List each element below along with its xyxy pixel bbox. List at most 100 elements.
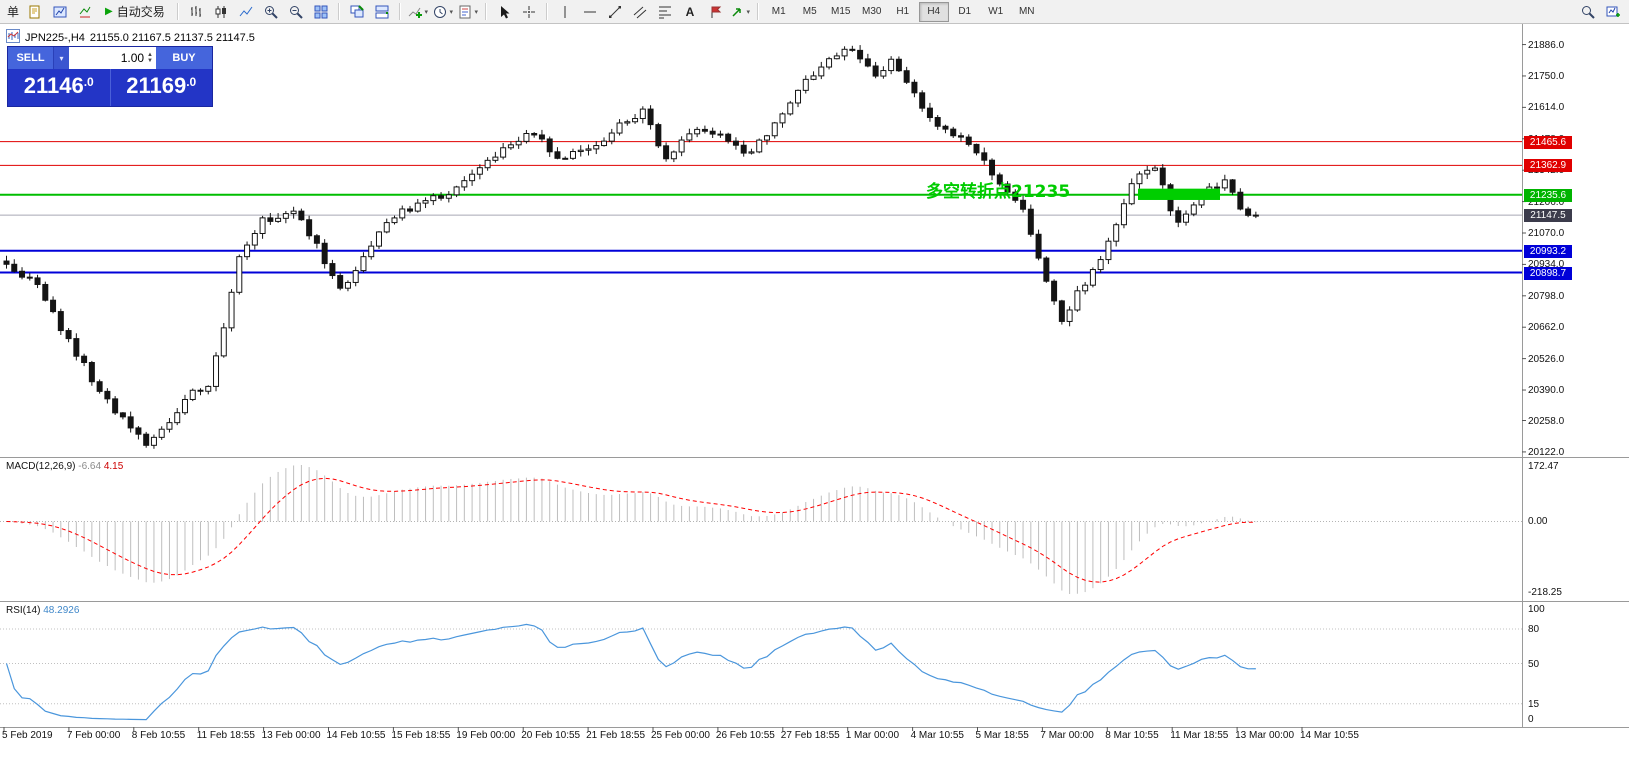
add-indicator-icon[interactable]: ▾: [406, 2, 430, 22]
timeframe-m1[interactable]: M1: [771, 6, 786, 17]
price-tick: 21750.0: [1528, 70, 1565, 82]
market-watch-icon[interactable]: [73, 2, 97, 22]
macd-main-value: -6.64: [78, 461, 102, 472]
price-tick: 21206.0: [1528, 196, 1565, 208]
time-label: 8 Mar 10:55: [1105, 730, 1159, 741]
sell-price-decimal: .0: [83, 75, 94, 89]
price-badge-20993.2: 20993.2: [1524, 244, 1572, 258]
time-label: 20 Feb 10:55: [521, 730, 581, 741]
rsi-axis-label: 15: [1528, 698, 1540, 710]
sell-label: SELL: [16, 52, 45, 64]
rsi-axis-label: 0: [1528, 714, 1534, 725]
arrows-icon[interactable]: ▾: [728, 2, 752, 22]
autotrading-play-icon: ▶: [105, 6, 113, 17]
toolbar-separator: [484, 3, 487, 20]
price-tick: 21614.0: [1528, 102, 1565, 114]
price-axis[interactable]: 21886.021750.021614.021478.021342.021206…: [1522, 0, 1629, 771]
template-icon[interactable]: ▾: [456, 2, 480, 22]
time-label: 14 Mar 10:55: [1300, 730, 1359, 741]
timeframe-w1[interactable]: W1: [988, 6, 1004, 17]
time-label: 19 Feb 00:00: [456, 730, 516, 741]
timeframe-h4[interactable]: H4: [918, 1, 949, 22]
autotrading-button[interactable]: ▶ 自动交易: [98, 2, 172, 22]
volume-value: 1.00: [120, 51, 145, 65]
timeframe-mn[interactable]: MN: [1018, 6, 1035, 17]
candlestick-chart-icon[interactable]: [209, 2, 233, 22]
sell-price-button[interactable]: 21146 .0: [8, 69, 110, 106]
toolbar-separator: [756, 3, 759, 20]
time-axis[interactable]: 5 Feb 2019 7 Feb 00:00 8 Feb 10:55 11 Feb 1…: [0, 727, 1522, 749]
timeframe-m30[interactable]: M30: [862, 6, 882, 17]
buy-button[interactable]: BUY: [156, 47, 212, 69]
rsi-line: [5, 623, 1256, 721]
new-chart-icon[interactable]: [1601, 2, 1625, 22]
time-label: 5 Mar 18:55: [975, 730, 1029, 741]
sell-dropdown-caret[interactable]: ▾: [53, 47, 69, 69]
toolbar: 单 ▶ 自动交易 ▾ ▾ ▾ A ▾ M1 M5 M15 M30 H1 H4 D1 W1 MN: [0, 0, 1629, 24]
equidistant-channel-icon[interactable]: [628, 2, 652, 22]
time-label: 15 Feb 18:55: [391, 730, 451, 741]
sell-button[interactable]: SELL: [8, 47, 53, 69]
zoom-out-icon[interactable]: [284, 2, 308, 22]
fibonacci-icon[interactable]: [653, 2, 677, 22]
toolbar-group-arrange: [345, 2, 394, 22]
volume-input[interactable]: 1.00 ▲ ▼: [69, 47, 156, 69]
buy-price-button[interactable]: 21169 .0: [109, 69, 212, 106]
charts-icon[interactable]: [48, 2, 72, 22]
cursor-icon[interactable]: [492, 2, 516, 22]
time-label: 14 Feb 10:55: [326, 730, 386, 741]
trendline-icon[interactable]: [603, 2, 627, 22]
buy-label: BUY: [172, 52, 196, 64]
label-icon[interactable]: [703, 2, 727, 22]
macd-label: MACD(12,26,9) -6.64 4.15: [6, 461, 123, 472]
time-label: 13 Feb 00:00: [261, 730, 321, 741]
buy-price: 21169: [126, 73, 187, 98]
horizontal-line-icon[interactable]: [578, 2, 602, 22]
level-lines: [0, 141, 1522, 274]
new-order-button-truncated[interactable]: 单: [7, 5, 20, 19]
timeframe-m15[interactable]: M15: [831, 6, 851, 17]
price-tick: 20390.0: [1528, 385, 1565, 397]
rsi-axis-label: 100: [1528, 604, 1545, 615]
price-badge-21147.5: 21147.5: [1524, 209, 1572, 223]
time-label: 8 Feb 10:55: [131, 730, 186, 741]
price-badge-21235.6: 21235.6: [1524, 188, 1572, 202]
rsi-label: RSI(14) 48.2926: [6, 605, 79, 616]
tile-windows-icon[interactable]: [309, 2, 333, 22]
text-icon[interactable]: A: [678, 2, 702, 22]
toolbar-group-pointer: [492, 2, 541, 22]
bar-chart-icon[interactable]: [184, 2, 208, 22]
price-badge-21362.9: 21362.9: [1524, 159, 1572, 173]
price-tick: 20798.0: [1528, 290, 1565, 302]
timeframe-h1[interactable]: H1: [896, 6, 910, 17]
time-label: 7 Mar 00:00: [1040, 730, 1094, 741]
price-tick: 20934.0: [1528, 259, 1565, 271]
ohlc-values: 21155.0 21167.5 21137.5 21147.5: [89, 31, 255, 44]
time-label: 11 Feb 18:55: [196, 730, 255, 741]
zoom-in-icon[interactable]: [259, 2, 283, 22]
price-tick: 21886.0: [1528, 39, 1565, 51]
cascade-windows-icon[interactable]: [345, 2, 369, 22]
new-order-icon[interactable]: [23, 2, 47, 22]
macd-axis-zero: 0.00: [1528, 515, 1548, 527]
time-label: 1 Mar 00:00: [845, 730, 900, 741]
toolbar-group-chart-type: [184, 2, 258, 22]
crosshair-icon[interactable]: [517, 2, 541, 22]
price-tick: 20526.0: [1528, 353, 1565, 365]
timeframe-m5[interactable]: M5: [802, 6, 817, 17]
period-clock-icon[interactable]: ▾: [431, 2, 455, 22]
timeframe-d1[interactable]: D1: [958, 6, 972, 17]
pivot-annotation-text[interactable]: 多空转折点21235: [926, 181, 1070, 202]
svg-text:A: A: [685, 5, 694, 19]
volume-spinner[interactable]: ▲ ▼: [147, 52, 153, 64]
toolbar-group-zoom: [259, 2, 333, 22]
search-icon[interactable]: [1576, 2, 1600, 22]
macd-axis-min: -218.25: [1528, 587, 1562, 598]
pivot-highlight-rect[interactable]: [1138, 188, 1220, 200]
toolbar-group-objects: ▾ ▾ ▾: [406, 2, 480, 22]
line-chart-icon[interactable]: [234, 2, 258, 22]
price-tick: 20122.0: [1528, 446, 1565, 458]
arrange-windows-icon[interactable]: [370, 2, 394, 22]
vertical-line-icon[interactable]: [553, 2, 577, 22]
